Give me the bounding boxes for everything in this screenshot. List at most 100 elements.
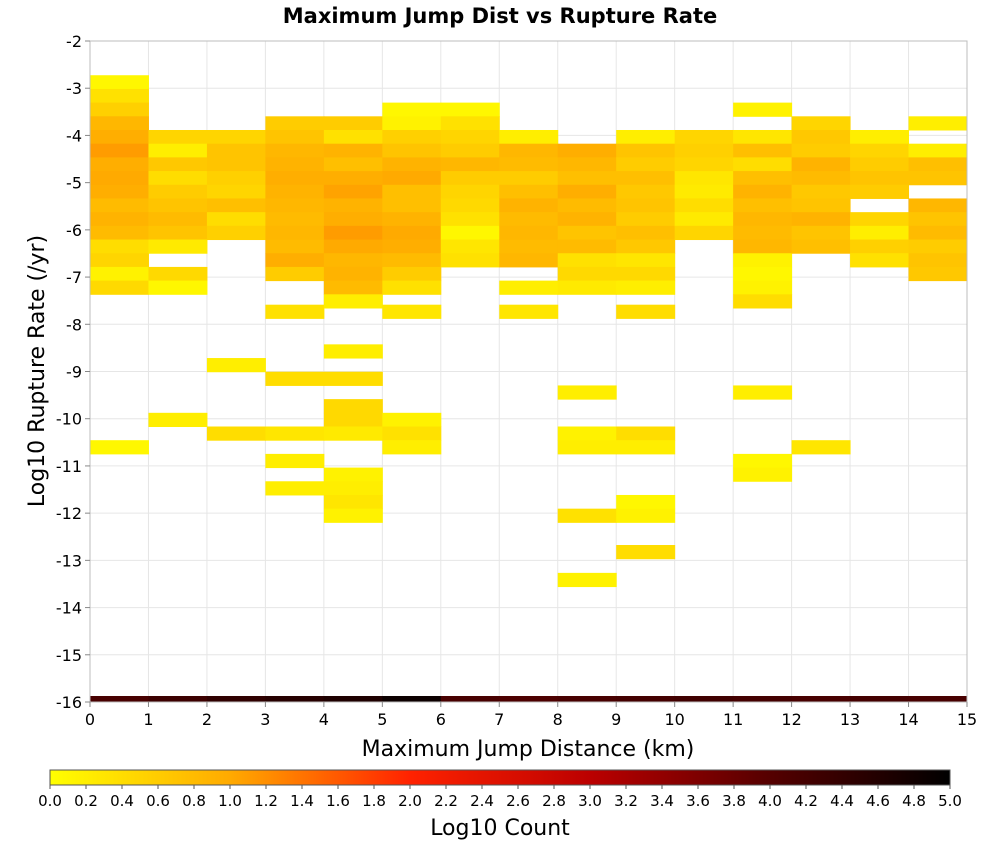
heatmap-cell	[616, 184, 676, 199]
heatmap-cell	[791, 143, 851, 158]
heatmap-cell	[674, 143, 734, 158]
heatmap-cell	[850, 157, 910, 172]
heatmap-cell	[616, 426, 676, 441]
heatmap-cell	[323, 171, 383, 186]
heatmap-cell	[323, 184, 383, 199]
colorbar-tick-label: 4.8	[902, 792, 926, 810]
heatmap-cell	[323, 412, 383, 428]
heatmap-cell	[440, 198, 500, 213]
heatmap-cell	[557, 239, 617, 254]
y-axis-label: Log10 Rupture Rate (/yr)	[25, 235, 50, 507]
heatmap-cell	[148, 266, 208, 282]
heatmap-cell	[148, 239, 208, 254]
heatmap-cell	[440, 116, 500, 131]
heatmap-cell	[733, 198, 793, 213]
heatmap-cell	[206, 171, 266, 186]
heatmap-cell	[557, 225, 617, 241]
heatmap-cell	[908, 116, 968, 131]
heatmap-cell	[265, 304, 325, 319]
heatmap-cell	[850, 171, 910, 186]
colorbar-tick-label: 3.6	[686, 792, 710, 810]
colorbar-tick-label: 5.0	[938, 792, 962, 810]
y-tick-label: -12	[56, 504, 82, 523]
heatmap-cell	[323, 344, 383, 359]
heatmap-cell	[616, 198, 676, 213]
heatmap-cell	[499, 129, 559, 145]
y-tick-label: -15	[56, 646, 82, 665]
heatmap-cell-bottom-row	[674, 696, 734, 702]
heatmap-cell	[850, 184, 910, 199]
heatmap-cell	[382, 412, 442, 428]
colorbar-tick-label: 3.2	[614, 792, 638, 810]
colorbar-tick-label: 0.8	[182, 792, 206, 810]
heatmap-cell	[382, 253, 442, 268]
x-tick-label: 6	[436, 710, 446, 729]
heatmap-cell	[499, 143, 559, 158]
heatmap-cell	[499, 253, 559, 268]
x-tick-label: 13	[840, 710, 860, 729]
heatmap-cell	[323, 239, 383, 254]
heatmap-cell	[850, 239, 910, 254]
heatmap-cell	[616, 266, 676, 282]
heatmap-cell	[382, 225, 442, 241]
heatmap-cell	[265, 116, 325, 131]
heatmap-cell	[791, 212, 851, 227]
x-tick-label: 14	[898, 710, 918, 729]
y-tick-label: -5	[66, 174, 82, 193]
heatmap-cell	[90, 129, 149, 145]
heatmap-cell-bottom-row	[206, 696, 266, 702]
heatmap-cell	[908, 239, 968, 254]
heatmap-cell	[733, 385, 793, 400]
heatmap-cell	[323, 508, 383, 523]
heatmap-cell	[733, 253, 793, 268]
heatmap-cell	[733, 225, 793, 241]
heatmap-cell	[791, 171, 851, 186]
heatmap-cell	[323, 426, 383, 441]
heatmap-cell	[733, 239, 793, 254]
heatmap-cell	[850, 143, 910, 158]
heatmap-cell	[850, 253, 910, 268]
heatmap-cell	[148, 412, 208, 428]
heatmap-cell	[323, 399, 383, 414]
heatmap-cell-bottom-row	[557, 696, 617, 702]
heatmap-cell	[90, 198, 149, 213]
heatmap-cell	[557, 508, 617, 523]
heatmap-cell	[382, 212, 442, 227]
heatmap-cell	[90, 102, 149, 117]
colorbar-tick-label: 1.6	[326, 792, 350, 810]
x-tick-label: 8	[553, 710, 563, 729]
x-tick-label: 15	[957, 710, 977, 729]
heatmap-cell	[557, 385, 617, 400]
y-tick-label: -16	[56, 693, 82, 712]
heatmap-cell	[557, 440, 617, 455]
x-tick-label: 7	[494, 710, 504, 729]
heatmap-cell-bottom-row	[733, 696, 793, 702]
heatmap-cell	[557, 171, 617, 186]
x-tick-label: 12	[781, 710, 801, 729]
heatmap-cell	[90, 225, 149, 241]
heatmap-cell	[206, 212, 266, 227]
heatmap-cell	[557, 198, 617, 213]
heatmap-cell	[674, 225, 734, 241]
colorbar-tick-label: 4.0	[758, 792, 782, 810]
heatmap-cell	[265, 239, 325, 254]
heatmap-cell	[323, 371, 383, 386]
heatmap-cell	[908, 212, 968, 227]
heatmap-cell	[90, 280, 149, 295]
heatmap-cell	[382, 171, 442, 186]
colorbar-ticks: 0.0 0.2 0.4 0.6 0.8 1.0 1.2 1.4 1.6 1.8 2.0 2.2 2.4 2…	[38, 785, 962, 810]
heatmap-cells	[90, 75, 968, 702]
heatmap-cell	[791, 157, 851, 172]
heatmap-cell	[616, 304, 676, 319]
heatmap-cell	[499, 212, 559, 227]
heatmap-cell	[265, 266, 325, 282]
heatmap-cell-bottom-row	[382, 696, 442, 702]
heatmap-cell	[908, 171, 968, 186]
colorbar-tick-label: 2.0	[398, 792, 422, 810]
heatmap-cell	[733, 184, 793, 199]
heatmap-cell	[557, 266, 617, 282]
heatmap-cell	[733, 266, 793, 282]
colorbar-tick-label: 2.4	[470, 792, 494, 810]
heatmap-cell	[616, 440, 676, 455]
heatmap-cell	[557, 280, 617, 295]
